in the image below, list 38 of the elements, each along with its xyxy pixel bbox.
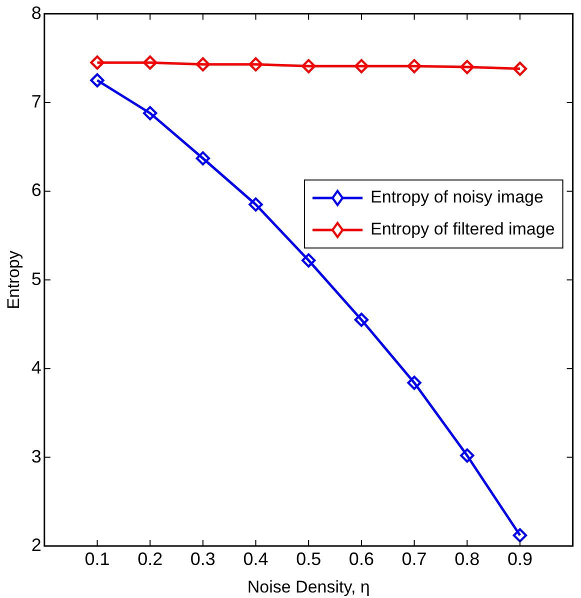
- point: [142, 55, 158, 70]
- point: [354, 312, 369, 327]
- x-tick-label: 0.3: [190, 548, 216, 569]
- point: [460, 448, 474, 463]
- x-tick-label: 0.2: [138, 548, 163, 569]
- y-tick-label: 5: [31, 268, 42, 289]
- point: [248, 57, 263, 72]
- x-tick-label: 0.6: [348, 548, 374, 569]
- point: [248, 197, 263, 212]
- point: [302, 59, 316, 74]
- x-tick-label: 0.4: [243, 548, 268, 569]
- y-tick-label: 8: [31, 2, 42, 23]
- point: [512, 528, 528, 542]
- legend-label: Entropy of filtered image: [370, 220, 555, 239]
- x-tick-label: 0.7: [402, 548, 427, 569]
- y-tick-label: 4: [31, 358, 42, 378]
- x-tick-label: 0.5: [296, 548, 322, 569]
- y-tick-label: 3: [31, 446, 42, 466]
- legend-label: Entropy of noisy image: [370, 188, 544, 207]
- point: [512, 62, 528, 76]
- point: [142, 106, 158, 120]
- x-tick-label: 0.8: [454, 548, 480, 569]
- x-axis-title: Noise Density, η: [247, 577, 370, 596]
- point: [407, 376, 422, 390]
- x-tick-label: 0.9: [507, 548, 532, 569]
- point: [302, 253, 316, 268]
- y-tick-label: 7: [31, 91, 42, 112]
- x-tick-label: 0.1: [84, 548, 110, 569]
- y-tick-label: 2: [31, 534, 42, 555]
- y-tick-label: 6: [31, 180, 42, 200]
- point: [196, 151, 210, 166]
- point: [460, 60, 474, 74]
- y-axis-title: Entropy: [4, 250, 23, 310]
- point: [90, 73, 104, 88]
- point: [407, 59, 422, 74]
- point: [90, 55, 104, 70]
- point: [354, 59, 369, 74]
- point: [196, 57, 210, 72]
